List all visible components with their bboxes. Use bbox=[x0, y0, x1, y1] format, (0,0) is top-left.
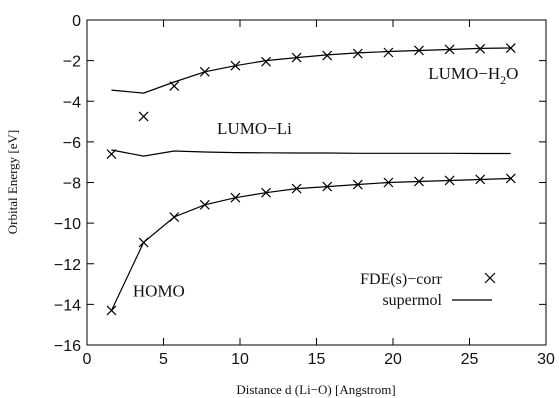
supermol-line-2 bbox=[111, 149, 511, 157]
x-tick-label: 0 bbox=[83, 351, 92, 368]
x-tick-label: 25 bbox=[461, 351, 479, 368]
y-tick-label: −10 bbox=[54, 216, 81, 233]
y-tick-label: −14 bbox=[54, 297, 81, 314]
legend: FDE(s)−corr supermol bbox=[360, 271, 496, 309]
fde-marker bbox=[505, 43, 516, 53]
y-tick-label: −6 bbox=[63, 135, 81, 152]
x-tick-label: 20 bbox=[384, 351, 402, 368]
y-tick-label: −2 bbox=[63, 54, 81, 71]
y-tick-label: 0 bbox=[72, 13, 81, 30]
y-tick-label: −8 bbox=[63, 176, 81, 193]
y-tick-label: −4 bbox=[63, 94, 81, 111]
axis-ticks: 0 5 10 15 20 25 30 0 −2 −4 −6 −8 −10 −12 −14 −16 bbox=[54, 13, 555, 368]
legend-label-fde: FDE(s)−corr bbox=[360, 271, 443, 288]
y-tick-label: −16 bbox=[54, 338, 81, 355]
legend-marker-x bbox=[484, 272, 496, 284]
annotation-0: LUMO−H2O bbox=[428, 64, 518, 87]
x-tick-label: 30 bbox=[537, 351, 555, 368]
annotation-2: HOMO bbox=[133, 281, 185, 300]
x-tick-label: 10 bbox=[231, 351, 249, 368]
y-axis-label: Orbital Energy [eV] bbox=[5, 130, 20, 234]
fde-marker bbox=[383, 47, 394, 58]
x-tick-label: 15 bbox=[308, 351, 326, 368]
series-group bbox=[106, 43, 516, 316]
legend-label-supermol: supermol bbox=[382, 292, 442, 309]
annotation-1: LUMO−Li bbox=[217, 119, 292, 138]
fde-marker bbox=[505, 173, 516, 184]
x-axis-label: Distance d (Li−O) [Angstrom] bbox=[236, 382, 395, 397]
supermol-line-1 bbox=[111, 47, 511, 94]
fde-marker bbox=[261, 56, 271, 67]
fde-marker bbox=[322, 50, 333, 61]
annotations: LUMO−H2O LUMO−Li HOMO bbox=[133, 64, 518, 300]
y-tick-label: −12 bbox=[54, 257, 81, 274]
fde-marker bbox=[352, 48, 363, 59]
fde-marker bbox=[138, 111, 149, 122]
x-tick-label: 5 bbox=[159, 351, 168, 368]
supermol-line-3 bbox=[110, 177, 511, 311]
